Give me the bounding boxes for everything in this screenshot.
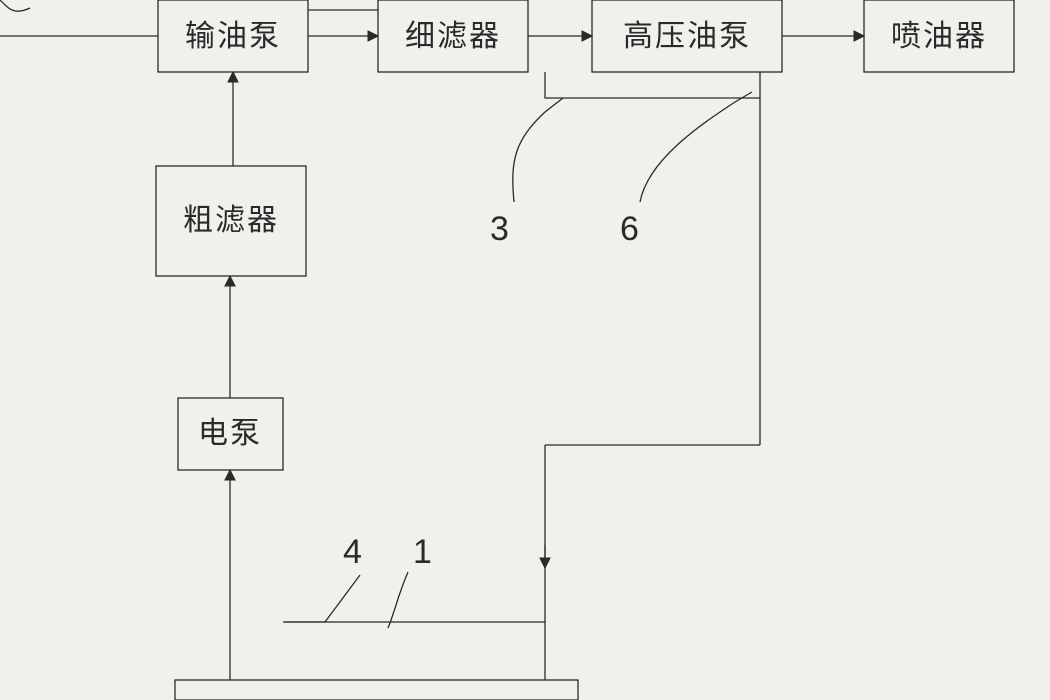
leader-3 <box>513 98 563 202</box>
node-hp-pump-label: 高压油泵 <box>623 20 751 53</box>
edge-tee-below-top <box>545 72 760 98</box>
node-transfer-pump-label: 输油泵 <box>185 20 281 53</box>
node-injector-label: 喷油器 <box>891 20 987 53</box>
fuel-system-flowchart: 输油泵 细滤器 高压油泵 喷油器 粗滤器 电泵 3 6 4 <box>0 0 1050 700</box>
node-injector: 喷油器 <box>864 0 1014 72</box>
leader-6 <box>640 92 752 202</box>
annotation-4: 4 <box>343 533 362 571</box>
node-fine-filter-label: 细滤器 <box>405 20 501 53</box>
leader-1 <box>388 572 408 628</box>
annotation-1: 1 <box>413 533 432 571</box>
node-coarse-filter: 粗滤器 <box>156 166 306 276</box>
node-e-pump-label: 电泵 <box>198 417 262 450</box>
node-transfer-pump: 输油泵 <box>158 0 308 72</box>
inlet-stub <box>0 0 30 11</box>
node-hp-pump: 高压油泵 <box>592 0 782 72</box>
leader-4 <box>285 575 360 622</box>
node-coarse-filter-label: 粗滤器 <box>183 204 279 237</box>
node-tank-strip <box>175 680 578 700</box>
annotation-6: 6 <box>620 210 639 248</box>
node-e-pump: 电泵 <box>178 398 283 470</box>
annotation-3: 3 <box>490 210 509 248</box>
node-fine-filter: 细滤器 <box>378 0 528 72</box>
